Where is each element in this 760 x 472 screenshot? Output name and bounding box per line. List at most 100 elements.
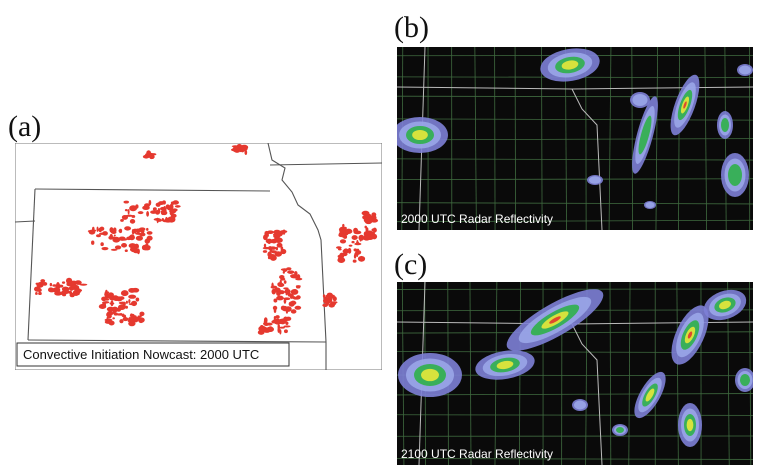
ci-cell <box>286 293 288 296</box>
ci-cell <box>136 297 140 301</box>
ci-cell <box>160 207 166 211</box>
map-b <box>392 44 753 230</box>
ci-cell <box>125 209 128 211</box>
ci-cell <box>147 231 153 235</box>
ci-cell <box>97 227 99 232</box>
ci-cell <box>126 237 131 241</box>
ci-cell <box>276 291 281 296</box>
ci-cell <box>146 228 148 231</box>
ci-cell <box>110 234 113 239</box>
ci-cell <box>150 210 157 213</box>
ci-cell <box>270 250 275 252</box>
ci-cell <box>34 286 41 291</box>
ci-cell <box>115 245 121 249</box>
ci-cell <box>348 248 352 254</box>
ci-cell <box>110 300 113 306</box>
ci-cell <box>357 249 360 252</box>
ci-cell <box>295 306 302 310</box>
ci-cell <box>131 301 137 306</box>
ci-cell <box>132 288 140 293</box>
ci-cell <box>100 242 103 246</box>
ci-cell <box>38 292 42 295</box>
ci-cell <box>112 317 115 319</box>
ci-cell <box>126 301 128 304</box>
ci-cell <box>133 249 139 253</box>
ci-cell <box>131 215 135 218</box>
echo <box>721 118 729 132</box>
ci-cell <box>337 257 345 263</box>
ci-cell <box>353 228 358 233</box>
ci-cell <box>67 282 71 285</box>
ci-cell <box>118 230 120 232</box>
ci-cell <box>274 308 277 313</box>
ci-cell <box>276 247 278 251</box>
ci-cell <box>125 249 128 252</box>
ci-cell <box>161 219 163 222</box>
echo <box>421 369 439 381</box>
echo <box>574 401 586 410</box>
ci-cell <box>64 288 69 290</box>
ci-cell <box>128 299 130 303</box>
ci-cell <box>363 235 370 241</box>
ci-cell <box>364 217 369 222</box>
ci-cell <box>105 291 109 293</box>
ci-cell <box>79 284 87 286</box>
echo <box>728 164 742 186</box>
ci-cell <box>162 200 166 204</box>
ci-cell <box>149 154 154 159</box>
ci-cell <box>279 275 284 279</box>
ci-cell <box>156 203 161 207</box>
ci-cell <box>99 227 104 231</box>
ci-cell <box>119 302 126 305</box>
ci-cell <box>113 310 116 314</box>
ci-cell <box>233 146 239 152</box>
ci-cell <box>277 282 282 286</box>
ci-cell <box>294 289 297 293</box>
ci-cell <box>89 230 96 235</box>
ci-cell <box>54 291 62 296</box>
ci-cell <box>273 298 277 302</box>
ci-cell <box>263 247 270 250</box>
ci-cell <box>136 236 143 241</box>
ci-cell <box>70 293 75 297</box>
ci-cell <box>52 284 56 287</box>
ci-cell <box>58 285 63 288</box>
ci-cell <box>297 274 301 280</box>
ci-cell <box>340 239 346 243</box>
ci-cell <box>105 320 112 324</box>
ci-cell <box>352 235 358 240</box>
ci-cell <box>287 270 294 274</box>
ci-cell <box>36 283 42 287</box>
ci-cell <box>54 288 56 291</box>
ci-cell <box>113 296 120 301</box>
ci-cell <box>63 290 70 294</box>
ci-cell <box>270 254 276 259</box>
ci-cell <box>264 317 268 323</box>
ci-cell <box>144 203 150 207</box>
ci-cell <box>275 251 282 256</box>
ci-cell <box>373 228 377 233</box>
ci-cell <box>108 292 114 297</box>
ci-cell <box>284 329 288 333</box>
ci-cell <box>62 281 65 283</box>
ci-cell <box>121 290 129 296</box>
echo <box>740 374 750 386</box>
ci-cell <box>129 244 135 246</box>
ci-cell <box>267 230 274 234</box>
ci-cell <box>164 218 171 223</box>
ci-cell <box>153 207 157 211</box>
ci-cell <box>129 205 137 211</box>
ci-cell <box>342 224 344 228</box>
ci-cell <box>121 243 127 248</box>
panel-caption: 2100 UTC Radar Reflectivity <box>401 447 553 461</box>
panel-caption: 2000 UTC Radar Reflectivity <box>401 212 553 226</box>
ci-cell <box>263 323 265 325</box>
ci-cell <box>128 209 130 215</box>
ci-cell <box>364 226 366 229</box>
echo <box>589 176 601 184</box>
echo <box>687 419 694 431</box>
ci-cell <box>323 294 325 297</box>
ci-cell <box>154 218 162 221</box>
ci-cell <box>35 292 38 295</box>
ci-cell <box>172 200 179 204</box>
